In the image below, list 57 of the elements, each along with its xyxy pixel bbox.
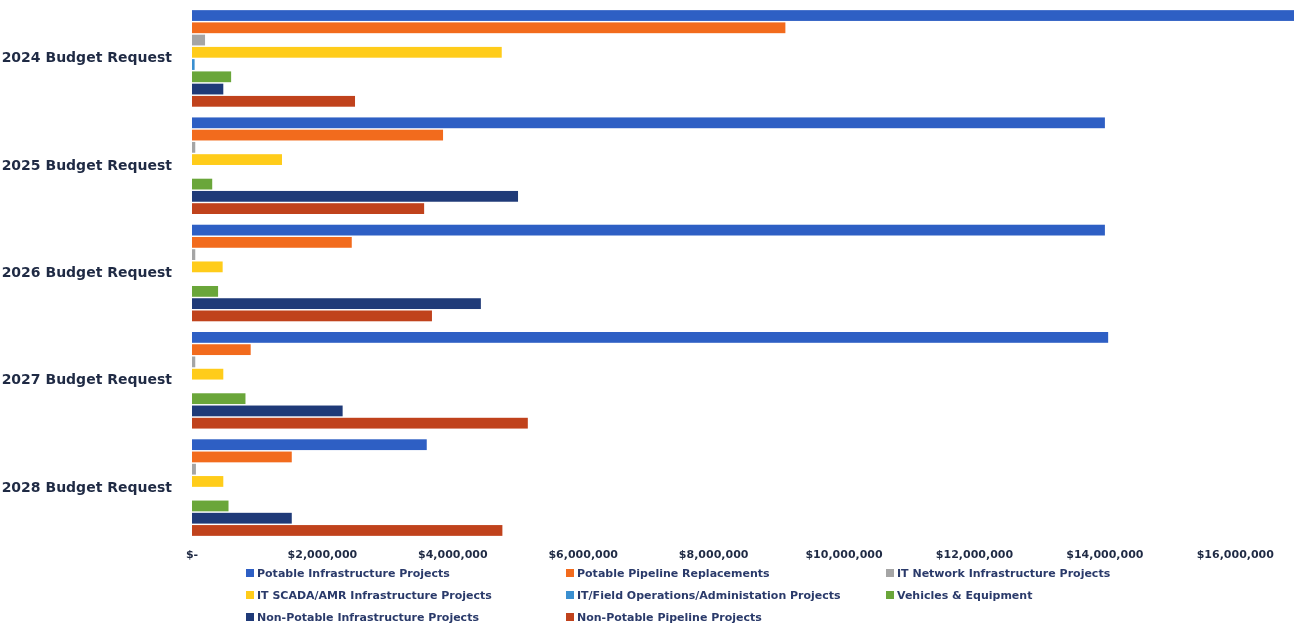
bar <box>192 178 213 190</box>
x-tick-label: $8,000,000 <box>678 548 749 561</box>
x-tick-label: $14,000,000 <box>1066 548 1144 561</box>
bar <box>192 95 356 107</box>
bar <box>192 59 195 70</box>
bar <box>192 71 232 83</box>
bar <box>192 332 1109 343</box>
bar <box>192 417 528 429</box>
bar <box>192 500 229 512</box>
bar <box>192 261 223 273</box>
y-tick-label: 2027 Budget Request <box>1 371 173 388</box>
legend-label: IT Network Infrastructure Projects <box>897 567 1111 580</box>
bar <box>192 298 481 310</box>
bar <box>192 512 292 524</box>
bar <box>192 46 502 58</box>
bar <box>192 224 1105 236</box>
bar <box>192 203 425 214</box>
bar <box>192 344 251 356</box>
x-tick-label: $- <box>185 548 199 561</box>
x-tick-label: $10,000,000 <box>805 548 884 561</box>
bar <box>192 393 246 405</box>
legend-label: Non-Potable Pipeline Projects <box>577 611 763 624</box>
x-tick-label: $4,000,000 <box>418 548 488 561</box>
bar <box>192 22 786 34</box>
legend-label: Potable Infrastructure Projects <box>257 567 451 580</box>
bar <box>192 451 292 463</box>
bar <box>192 525 503 536</box>
bar <box>192 83 224 95</box>
bar <box>192 117 1105 129</box>
y-tick-label: 2025 Budget Request <box>1 156 173 173</box>
y-tick-label: 2026 Budget Request <box>1 264 173 280</box>
bar <box>192 310 432 322</box>
bar <box>192 154 282 165</box>
bar <box>192 285 219 297</box>
x-tick-label: $6,000,000 <box>548 548 619 561</box>
legend-label: IT/Field Operations/Administation Projects <box>577 589 842 602</box>
bar <box>192 10 1294 21</box>
bar <box>192 463 196 475</box>
bar <box>192 141 196 153</box>
bar <box>192 129 444 141</box>
bar <box>192 34 206 46</box>
bar <box>192 249 196 261</box>
legend-label: IT SCADA/AMR Infrastructure Projects <box>257 589 493 602</box>
legend-label: Potable Pipeline Replacements <box>577 567 771 580</box>
y-tick-label: 2028 Budget Request <box>1 478 173 495</box>
bar <box>192 236 352 248</box>
bar <box>192 190 519 202</box>
x-tick-label: $2,000,000 <box>287 548 358 561</box>
bar <box>192 405 343 417</box>
legend-label: Vehicles & Equipment <box>897 589 1033 602</box>
x-tick-label: $16,000,000 <box>1196 548 1275 561</box>
bar <box>192 476 224 487</box>
bar <box>192 439 427 451</box>
legend-label: Non-Potable Infrastructure Projects <box>257 611 480 624</box>
y-tick-label: 2024 Budget Request <box>1 49 173 66</box>
bar <box>192 368 224 380</box>
x-tick-label: $12,000,000 <box>935 548 1014 561</box>
